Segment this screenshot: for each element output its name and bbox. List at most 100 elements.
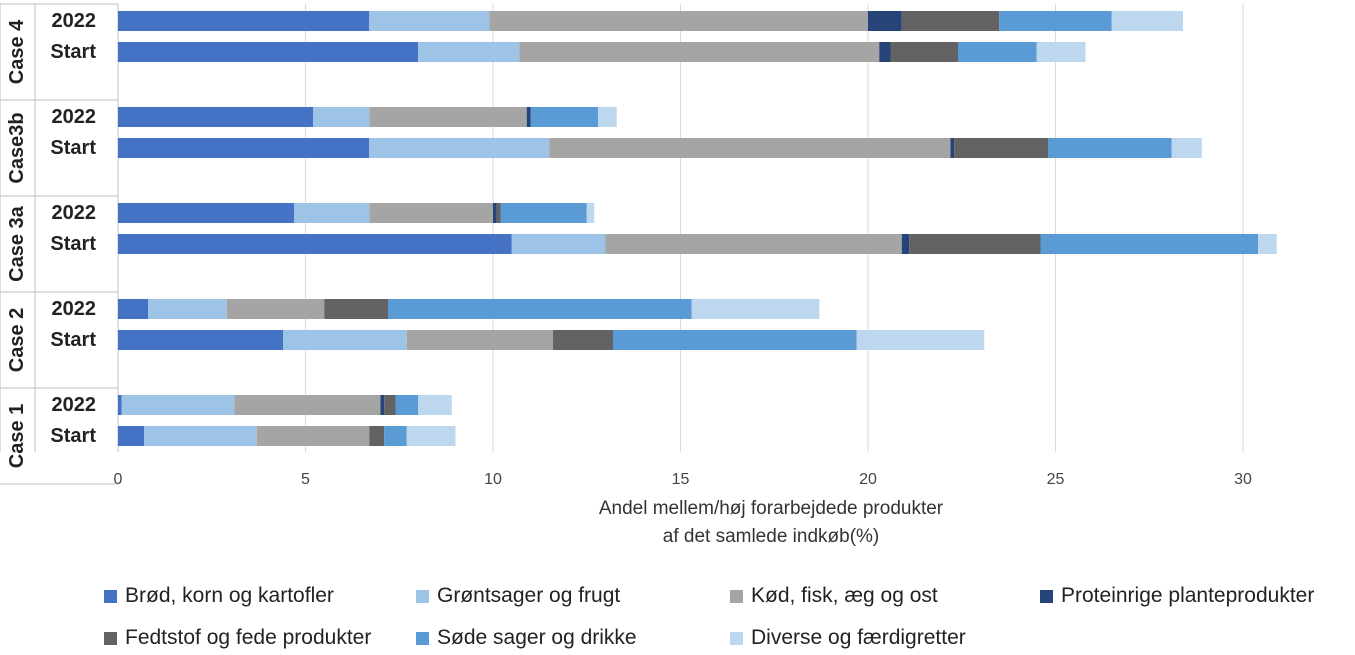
bar-segment (369, 138, 550, 158)
bar-segment (406, 330, 553, 350)
legend-label: Fedtstof og fede produkter (125, 626, 372, 649)
legend-swatch (730, 631, 743, 645)
x-tick-label: 30 (1234, 471, 1252, 488)
bar-segment (380, 395, 385, 415)
legend-item: Søde sager og drikke (416, 624, 637, 652)
x-axis-title: af det samlede indkøb(%) (663, 526, 880, 547)
legend-label: Proteinrige planteprodukter (1061, 584, 1315, 607)
bar-segment (226, 299, 325, 319)
x-tick-label: 10 (484, 471, 502, 488)
x-tick-label: 0 (114, 471, 123, 488)
bar-segment (493, 203, 497, 223)
bar-segment (118, 426, 145, 446)
bar-segment (384, 426, 407, 446)
bar-segment (519, 42, 880, 62)
group-label: Case 1 (6, 404, 28, 469)
legend-swatch (1040, 589, 1053, 603)
bar-segment (118, 330, 283, 350)
bar-segment (118, 107, 313, 127)
bar-segment (1036, 42, 1086, 62)
legend-swatch (416, 631, 429, 645)
group-label: Case 2 (6, 308, 28, 373)
bar-segment (999, 11, 1112, 31)
legend-swatch (104, 631, 117, 645)
bar-label: Start (50, 329, 96, 351)
bar-segment (118, 234, 512, 254)
bar-segment (1048, 138, 1172, 158)
bar-segment (901, 11, 1000, 31)
x-tick-label: 5 (301, 471, 310, 488)
bar-segment (144, 426, 257, 446)
bar-segment (384, 395, 396, 415)
bar-segment (868, 11, 902, 31)
bar-label: 2022 (52, 298, 97, 320)
x-tick-label: 20 (859, 471, 877, 488)
legend-label: Kød, fisk, æg og ost (751, 584, 938, 607)
bar-segment (954, 138, 1048, 158)
chart-legend: Brød, korn og kartofler Grøntsager og fru… (104, 582, 1354, 652)
bar-segment (605, 234, 902, 254)
bar-segment (489, 11, 868, 31)
bar-segment (879, 42, 891, 62)
bar-segment (586, 203, 595, 223)
group-label: Case 3a (6, 205, 28, 281)
bar-segment (369, 203, 493, 223)
bar-segment (121, 395, 235, 415)
bar-segment (369, 11, 490, 31)
bar-segment (324, 299, 388, 319)
bar-segment (256, 426, 370, 446)
legend-swatch (730, 589, 743, 603)
legend-item: Kød, fisk, æg og ost (730, 582, 938, 610)
x-axis-title: Andel mellem/høj forarbejdede produkter (599, 498, 944, 519)
bar-segment (1040, 234, 1258, 254)
bar-segment (511, 234, 606, 254)
bar-segment (118, 11, 370, 31)
bar-label: 2022 (52, 10, 97, 32)
bar-segment (1111, 11, 1183, 31)
bar-segment (395, 395, 418, 415)
legend-swatch (104, 589, 117, 603)
legend-item: Proteinrige planteprodukter (1040, 582, 1314, 610)
bar-segment (691, 299, 820, 319)
bar-segment (553, 330, 613, 350)
legend-swatch (416, 589, 429, 603)
bar-segment (369, 426, 385, 446)
legend-label: Søde sager og drikke (437, 626, 637, 649)
legend-label: Grøntsager og frugt (437, 584, 621, 607)
group-label: Case3b (6, 112, 28, 183)
legend-item: Grøntsager og frugt (416, 582, 620, 610)
bar-segment (901, 234, 910, 254)
bar-segment (500, 203, 587, 223)
bar-label: Start (50, 137, 96, 159)
bar-label: Start (50, 425, 96, 447)
bar-segment (418, 42, 520, 62)
legend-item: Diverse og færdigretter (730, 624, 966, 652)
bar-segment (118, 299, 148, 319)
bar-segment (1258, 234, 1277, 254)
bar-segment (234, 395, 381, 415)
legend-item: Fedtstof og fede produkter (104, 624, 371, 652)
bar-label: 2022 (52, 106, 97, 128)
bar-segment (313, 107, 370, 127)
x-tick-label: 15 (672, 471, 690, 488)
bar-segment (549, 138, 951, 158)
legend-label: Diverse og færdigretter (751, 626, 966, 649)
bar-segment (1171, 138, 1202, 158)
bar-segment (613, 330, 857, 350)
bar-segment (118, 395, 122, 415)
bar-segment (118, 203, 295, 223)
bar-segment (909, 234, 1041, 254)
bar-label: Start (50, 233, 96, 255)
bar-segment (856, 330, 985, 350)
stacked-bar-chart: 0 5 10 15 20 25 30 Case 4 2022 Start Case3b 2022 Sta… (0, 3, 1277, 547)
bar-segment (283, 330, 407, 350)
bar-segment (388, 299, 692, 319)
bar-segment (950, 138, 955, 158)
bar-segment (958, 42, 1037, 62)
legend-label: Brød, korn og kartofler (125, 584, 334, 607)
bar-segment (294, 203, 370, 223)
bar-segment (530, 107, 598, 127)
bar-segment (118, 42, 418, 62)
bar-label: 2022 (52, 394, 97, 416)
legend-item: Brød, korn og kartofler (104, 582, 334, 610)
